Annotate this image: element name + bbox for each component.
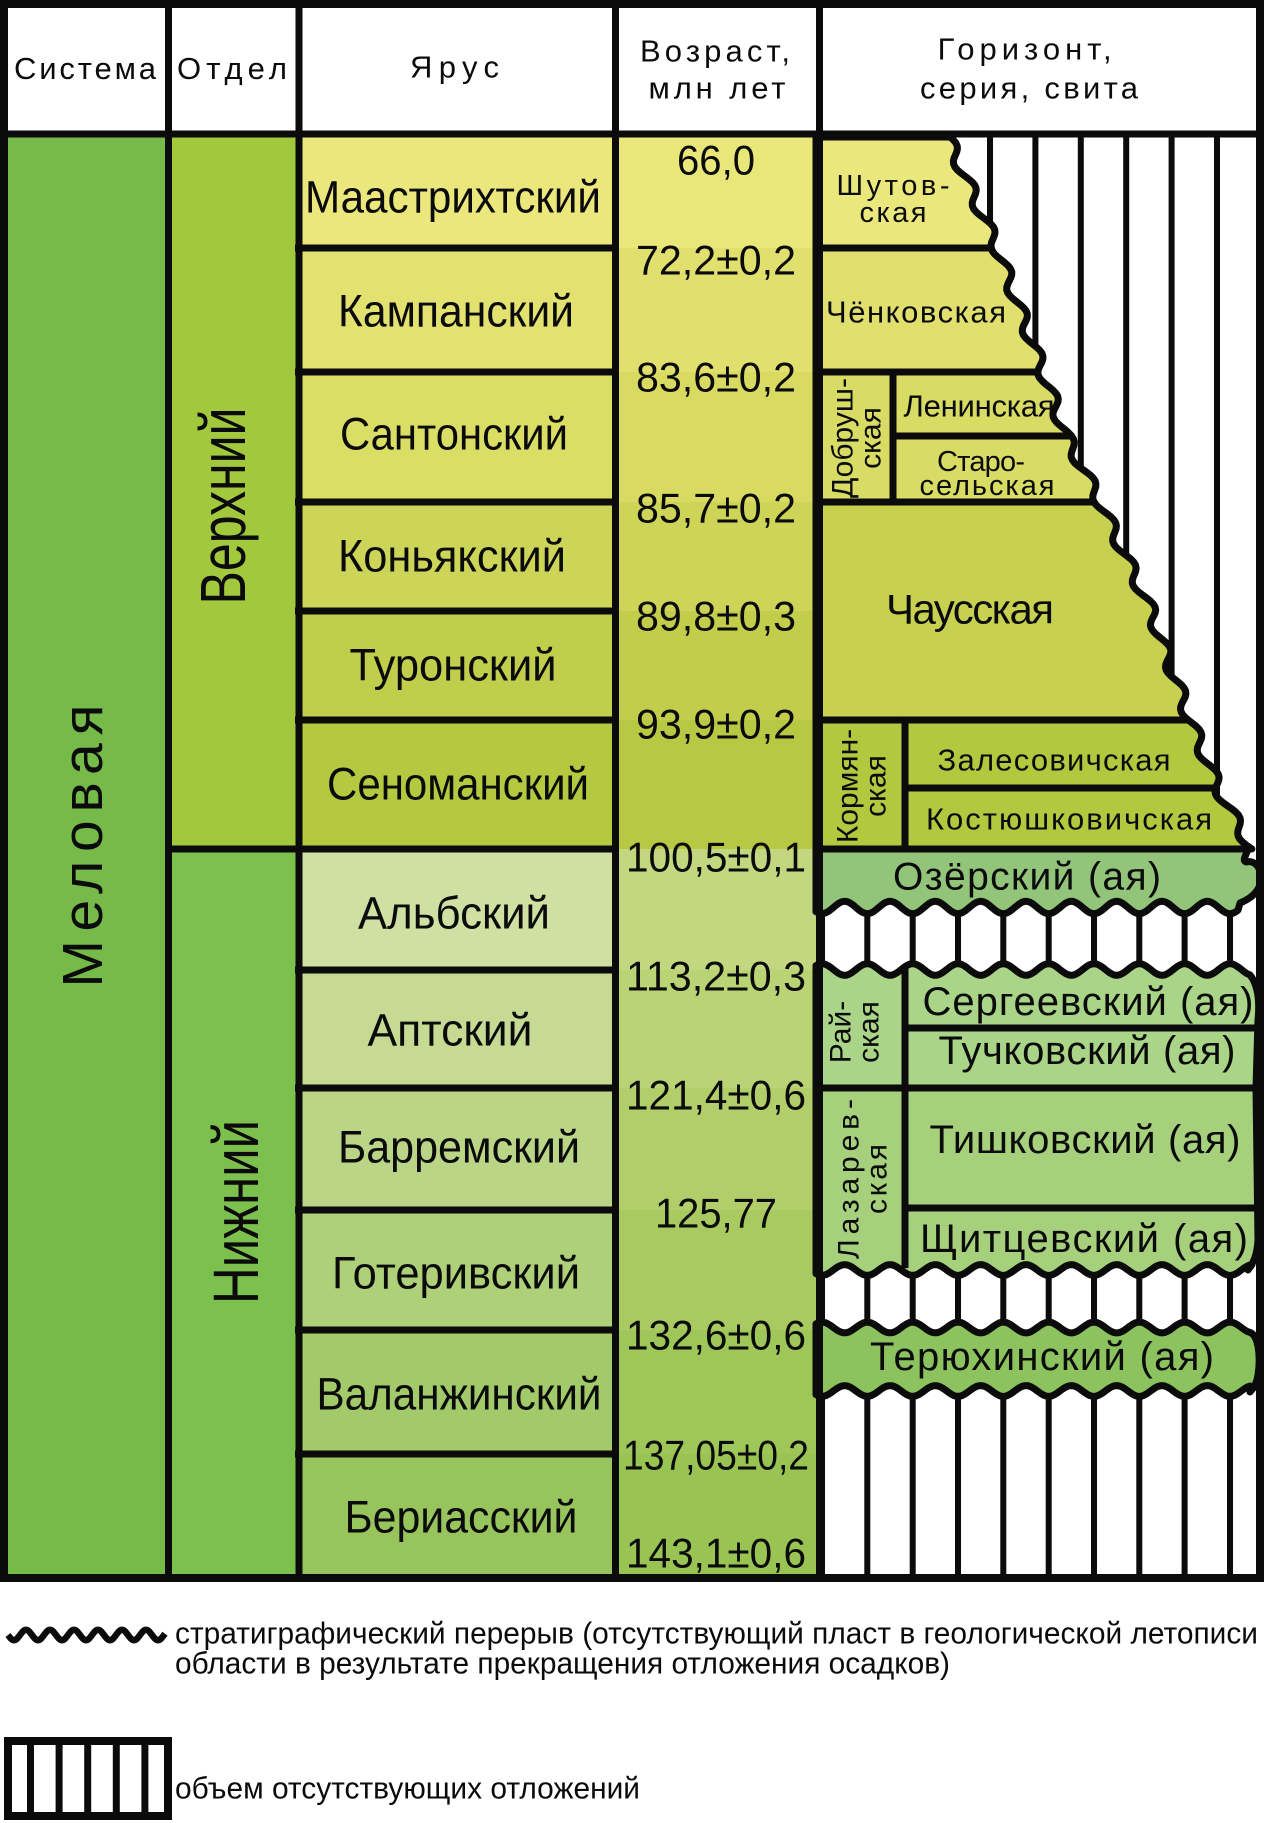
svg-text:Отдел: Отдел [177, 51, 287, 86]
svg-text:Чаусская: Чаусская [886, 586, 1054, 633]
svg-text:Залесовичская: Залесовичская [938, 743, 1171, 778]
svg-text:66,0: 66,0 [677, 137, 755, 184]
svg-text:Щитцевский (ая): Щитцевский (ая) [920, 1217, 1248, 1261]
svg-text:Сеноманский: Сеноманский [327, 759, 589, 810]
svg-text:сельская: сельская [920, 470, 1055, 502]
svg-text:Ленинская: Ленинская [904, 389, 1055, 424]
svg-text:Маастрихтский: Маастрихтский [305, 172, 601, 223]
svg-text:121,4±0,6: 121,4±0,6 [626, 1072, 806, 1119]
svg-text:137,05±0,2: 137,05±0,2 [623, 1432, 809, 1479]
svg-text:Лазарев-: Лазарев- [833, 1099, 866, 1259]
svg-text:72,2±0,2: 72,2±0,2 [636, 237, 796, 284]
svg-text:Нижний: Нижний [200, 1120, 272, 1304]
svg-text:ская: ская [861, 1144, 894, 1214]
svg-text:Бериасский: Бериасский [345, 1492, 578, 1543]
svg-text:Шутов-: Шутов- [837, 170, 950, 202]
svg-text:млн лет: млн лет [649, 71, 786, 106]
svg-text:Аптский: Аптский [368, 1005, 533, 1056]
svg-text:Коньякский: Коньякский [338, 531, 566, 582]
svg-text:113,2±0,3: 113,2±0,3 [626, 953, 806, 1000]
svg-text:Верхний: Верхний [187, 408, 259, 605]
svg-text:Туронский: Туронский [350, 640, 557, 691]
svg-text:ская: ская [860, 197, 927, 229]
svg-text:Рай-: Рай- [825, 1001, 858, 1063]
svg-text:Альбский: Альбский [358, 888, 550, 939]
svg-text:Меловая: Меловая [51, 705, 115, 988]
svg-text:Валанжинский: Валанжинский [317, 1369, 602, 1420]
svg-text:Костюшковичская: Костюшковичская [926, 802, 1212, 837]
svg-text:Сергеевский (ая): Сергеевский (ая) [923, 980, 1254, 1024]
svg-text:ская: ская [853, 1001, 886, 1063]
svg-text:143,1±0,6: 143,1±0,6 [626, 1530, 806, 1577]
svg-text:ская: ская [860, 755, 893, 817]
svg-text:Старо-: Старо- [937, 446, 1025, 478]
svg-text:85,7±0,2: 85,7±0,2 [636, 485, 796, 532]
svg-text:100,5±0,1: 100,5±0,1 [626, 834, 806, 881]
svg-text:132,6±0,6: 132,6±0,6 [626, 1312, 806, 1359]
svg-text:Ярус: Ярус [410, 50, 499, 85]
svg-text:Чёнковская: Чёнковская [826, 295, 1006, 330]
svg-text:Кампанский: Кампанский [338, 286, 574, 337]
svg-text:ская: ская [855, 407, 888, 469]
svg-text:Тишковский (ая): Тишковский (ая) [930, 1118, 1241, 1162]
svg-text:области в результате прекращен: области в результате прекращения отложен… [175, 1646, 950, 1681]
svg-text:Барремский: Барремский [338, 1122, 580, 1173]
svg-text:Добруш-: Добруш- [827, 378, 860, 498]
svg-text:объем отсутствующих отложений: объем отсутствующих отложений [175, 1771, 640, 1806]
svg-text:Кормян-: Кормян- [832, 729, 865, 843]
svg-text:Готеривский: Готеривский [332, 1248, 580, 1299]
svg-text:Терюхинский (ая): Терюхинский (ая) [870, 1335, 1214, 1379]
svg-text:89,8±0,3: 89,8±0,3 [636, 593, 796, 640]
svg-text:Сантонский: Сантонский [340, 409, 568, 460]
svg-text:стратиграфический перерыв (отс: стратиграфический перерыв (отсутствующий… [175, 1616, 1258, 1651]
svg-text:Тучковский (ая): Тучковский (ая) [939, 1029, 1236, 1073]
svg-text:Система: Система [14, 51, 157, 86]
svg-text:125,77: 125,77 [655, 1190, 777, 1237]
svg-text:Озёрский (ая): Озёрский (ая) [893, 856, 1161, 899]
svg-text:93,9±0,2: 93,9±0,2 [636, 701, 796, 748]
svg-text:83,6±0,2: 83,6±0,2 [636, 354, 796, 401]
